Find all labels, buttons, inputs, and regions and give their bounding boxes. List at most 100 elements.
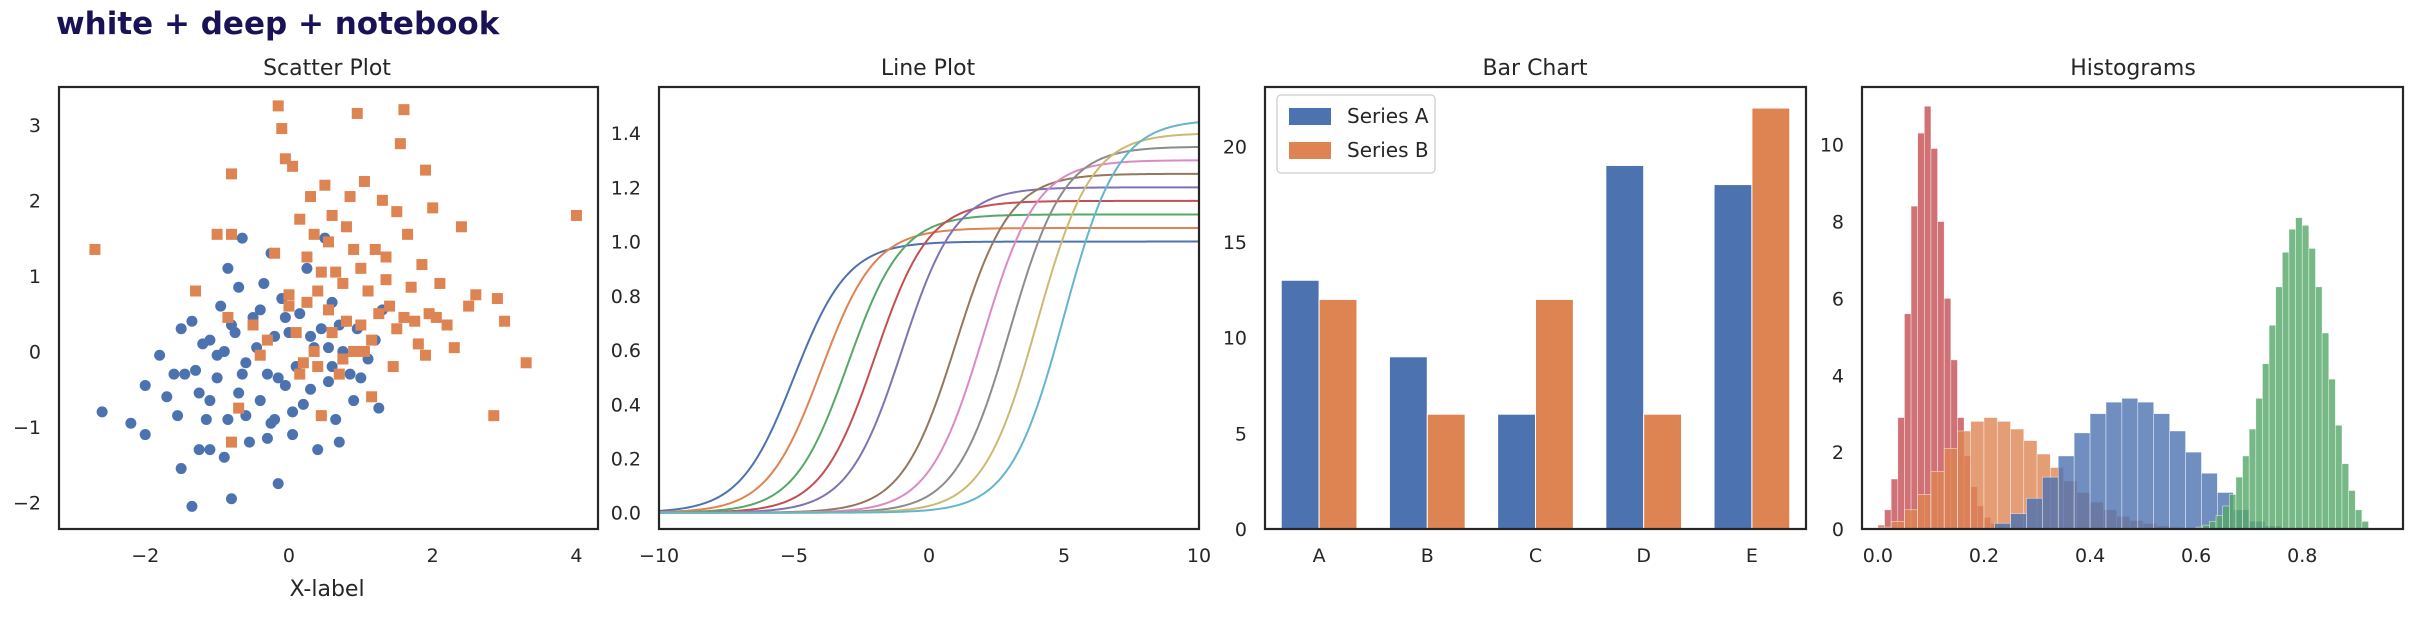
histogram-bin: [1897, 417, 1905, 530]
scatter-point-circle: [236, 368, 248, 380]
histogram-bin: [1957, 430, 1972, 530]
bar: [1535, 298, 1574, 530]
histogram-bin: [2295, 217, 2303, 530]
scatter-point-circle: [193, 387, 205, 399]
scatter-point-circle: [315, 323, 327, 335]
scatter-point-square: [520, 357, 532, 369]
scatter-point-circle: [312, 444, 324, 456]
scatter-point-square: [279, 153, 291, 165]
scatter-point-square: [420, 164, 432, 176]
histogram-bin: [2073, 432, 2091, 530]
category-label: A: [1313, 545, 1326, 567]
scatter-point-square: [294, 213, 306, 225]
bar: [1426, 413, 1466, 530]
histogram-bin: [2328, 378, 2336, 530]
y-tick-label: 0: [1235, 519, 1247, 541]
category-label: B: [1421, 545, 1434, 567]
scatter-point-square: [441, 319, 453, 331]
histogram-bin: [1943, 447, 1958, 530]
sigmoid-line: [659, 186, 1199, 514]
legend-swatch: [1289, 142, 1331, 159]
scatter-point-circle: [294, 308, 306, 320]
scatter-point-circle: [222, 262, 234, 274]
scatter-point-square: [337, 353, 349, 365]
scatter-point-circle: [254, 395, 266, 407]
scatter-point-circle: [168, 368, 180, 380]
scatter-point-square: [398, 311, 410, 323]
y-tick-label: 4: [1832, 365, 1844, 387]
histogram-bin: [2282, 251, 2290, 530]
histogram-bin: [1904, 313, 1912, 530]
scatter-point-circle: [323, 376, 334, 388]
scatter-point-circle: [204, 444, 216, 456]
scatter-point-square: [423, 308, 435, 320]
scatter-point-circle: [305, 383, 317, 395]
x-tick-label: 0: [283, 545, 295, 567]
category-label: C: [1529, 545, 1542, 567]
histogram-bin: [2321, 332, 2330, 530]
scatter-point-square: [470, 289, 482, 301]
scatter-point-square: [225, 436, 237, 448]
scatter-point-circle: [125, 417, 137, 429]
histogram-panel: Histograms 0 2 4 6 8 10 0.0 0.2 0.4 0.6 0.8: [1820, 56, 2405, 567]
histogram-bin: [2228, 494, 2237, 530]
y-tick-label: 6: [1832, 288, 1844, 310]
scatter-point-square: [315, 410, 327, 422]
scatter-point-square: [315, 266, 327, 278]
scatter-point-square: [276, 123, 288, 135]
sigmoid-line: [658, 227, 1199, 514]
scatter-point-square: [308, 228, 320, 240]
scatter-point-circle: [204, 334, 216, 346]
scatter-point-square: [416, 259, 428, 271]
scatter-point-square: [190, 285, 202, 297]
axes-frame: [57, 85, 600, 531]
scatter-point-square: [326, 327, 338, 339]
x-tick-label: 2: [427, 545, 439, 567]
scatter-point-circle: [373, 402, 385, 414]
scatter-point-square: [427, 202, 439, 214]
histogram-bin: [2201, 472, 2218, 530]
scatter-point-circle: [297, 398, 309, 410]
bar: [1497, 413, 1537, 530]
scatter-point-circle: [96, 406, 108, 418]
x-tick-label: −5: [780, 545, 808, 567]
scatter-point-circle: [355, 372, 367, 384]
histogram-bin: [2288, 228, 2296, 530]
histogram-bin: [2121, 398, 2139, 530]
histogram-bin: [2308, 248, 2316, 530]
scatter-point-square: [308, 345, 320, 357]
histogram-bin: [2235, 476, 2243, 530]
histogram-bin: [2185, 451, 2202, 530]
histogram-bin: [2209, 521, 2217, 530]
scatter-point-square: [491, 293, 503, 305]
scatter-point-square: [380, 274, 392, 286]
y-tick-label: 0.4: [611, 394, 641, 416]
scatter-point-square: [254, 349, 266, 361]
scatter-point-square: [366, 391, 378, 403]
y-tick-label: 8: [1832, 212, 1844, 234]
scatter-point-circle: [161, 391, 173, 403]
histogram-bin: [2026, 497, 2043, 530]
scatter-point-circle: [279, 379, 291, 391]
x-tick-label: 0.6: [2181, 545, 2211, 567]
scatter-point-square: [409, 315, 421, 327]
line-panel: Line Plot 0.0 0.2 0.4 0.6 0.8 1.0 1.2 1.4 −10 −5 0…: [611, 56, 1211, 567]
bar: [1388, 356, 1428, 530]
scatter-point-square: [362, 285, 374, 297]
y-tick-label: −2: [13, 493, 41, 515]
scatter-point-square: [463, 300, 475, 312]
sigmoid-line: [659, 172, 1200, 514]
scatter-point-square: [319, 179, 331, 191]
scatter-point-square: [373, 308, 385, 320]
scatter-point-square: [333, 368, 345, 380]
scatter-point-square: [344, 191, 356, 203]
scatter-point-circle: [204, 395, 216, 407]
scatter-point-square: [398, 104, 410, 116]
sigmoid-line: [658, 240, 1199, 512]
scatter-point-circle: [179, 368, 191, 380]
scatter-point-square: [348, 345, 360, 357]
x-tick-label: 0.8: [2287, 545, 2317, 567]
scatter-point-circle: [233, 387, 245, 399]
scatter-point-circle: [193, 444, 205, 456]
